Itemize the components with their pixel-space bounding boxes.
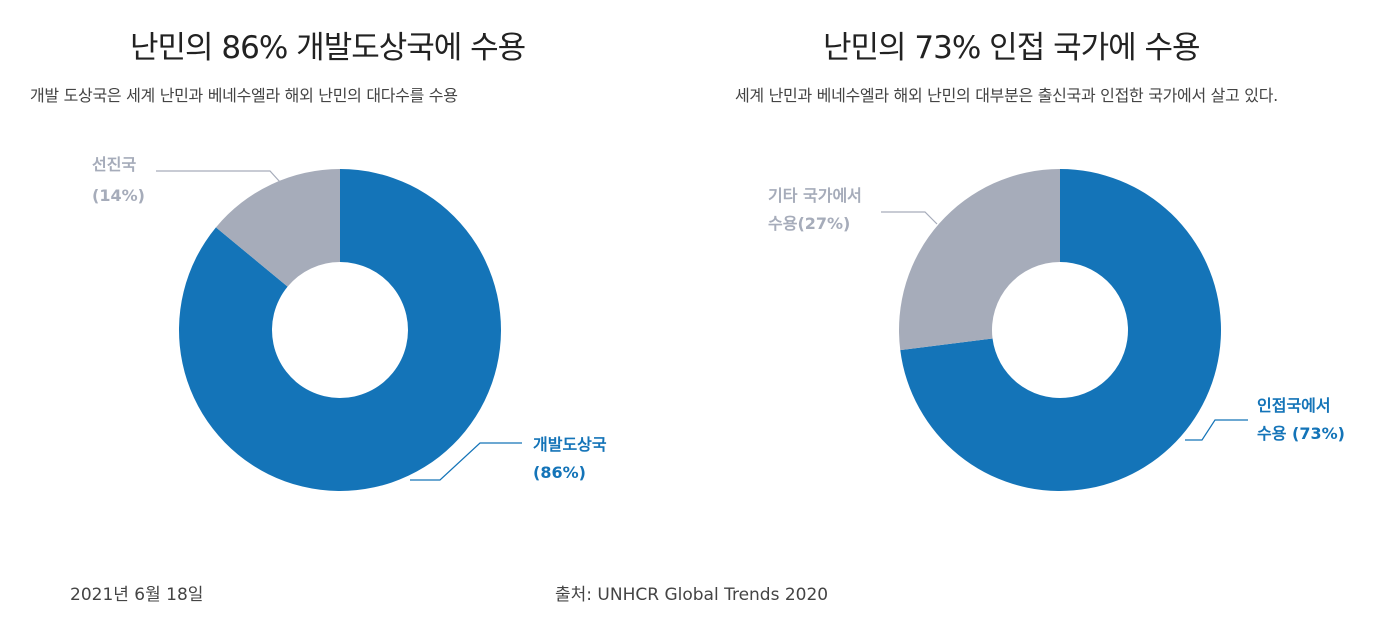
leader-line-developing <box>410 442 522 481</box>
chart-title-right: 난민의 73% 인접 국가에 수용 <box>823 30 1201 66</box>
donut-chart-right: 기타 국가에서 수용(27%) 인접국에서 수용 (73%) <box>768 169 1345 491</box>
leader-line-neighbouring <box>1185 419 1248 441</box>
slice-neighbouring-countries <box>900 169 1221 491</box>
donut-chart-left: 선진국 (14%) 개발도상국 (86%) <box>92 155 607 491</box>
leader-line-developed <box>156 170 281 183</box>
slice-label-neighbouring-value: 수용 (73%) <box>1257 424 1345 443</box>
slice-label-developing-value: (86%) <box>533 463 586 482</box>
slice-developed-countries <box>215 169 340 287</box>
chart-subtitle-left: 개발 도상국은 세계 난민과 베네수엘라 해외 난민의 대다수를 수용 <box>30 86 458 105</box>
slice-label-developed-name: 선진국 <box>92 155 136 174</box>
chart-subtitle-right: 세계 난민과 베네수엘라 해외 난민의 대부분은 출신국과 인접한 국가에서 살… <box>735 86 1278 105</box>
slice-label-developing-name: 개발도상국 <box>533 435 607 454</box>
slice-developing-countries <box>179 169 501 491</box>
slice-label-other-name: 기타 국가에서 <box>768 186 862 205</box>
footer-date: 2021년 6월 18일 <box>70 585 204 605</box>
slice-label-developed-value: (14%) <box>92 186 145 205</box>
footer-source: 출처: UNHCR Global Trends 2020 <box>555 585 829 605</box>
slice-other-countries <box>899 169 1060 351</box>
slice-label-other-value: 수용(27%) <box>768 214 850 233</box>
leader-line-other <box>881 211 938 225</box>
slice-label-neighbouring-name: 인접국에서 <box>1257 396 1331 415</box>
chart-title-left: 난민의 86% 개발도상국에 수용 <box>130 30 526 66</box>
